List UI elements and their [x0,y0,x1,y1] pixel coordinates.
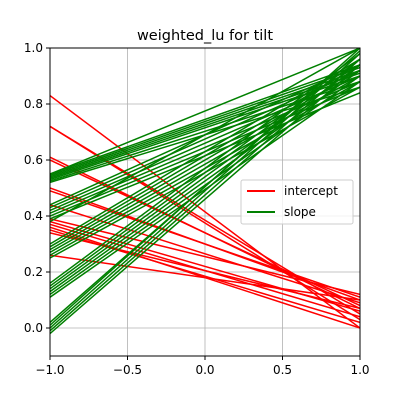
y-tick-label-1: 0.2 [24,265,43,279]
y-tick-label-0: 0.0 [24,321,43,335]
slope-line-20 [50,69,360,293]
legend-label-intercept: intercept [284,184,338,198]
x-tick-label-2: 0.0 [195,363,214,377]
slope-line-26 [50,58,360,332]
x-tick-label-0: −1.0 [35,363,64,377]
slope-line-4 [50,64,360,175]
intercept-line-6 [50,190,360,298]
slope-line-19 [50,75,360,296]
legend-entries: intercept slope [247,184,338,219]
slope-line-24 [50,80,360,298]
slope-line-27 [50,53,360,329]
intercept-line-14 [50,254,360,301]
x-tick-label-3: 0.5 [273,363,292,377]
series-slope [50,48,360,335]
slope-line-31 [50,48,360,223]
slope-line-23 [50,52,360,284]
chart-title: weighted_lu for tilt [137,28,273,44]
y-tick-label-4: 0.8 [24,97,43,111]
intercept-line-8 [50,218,360,296]
intercept-line-0 [50,94,360,329]
slope-line-21 [50,64,360,290]
y-tick-label-3: 0.6 [24,153,43,167]
slope-line-25 [50,64,360,335]
y-tick-label-5: 1.0 [24,41,43,55]
slope-line-17 [50,58,360,245]
legend: intercept slope [240,179,354,225]
x-tick-label-1: −0.5 [113,363,142,377]
series-lines [50,48,360,335]
slope-line-30 [50,48,360,175]
slope-line-29 [50,50,360,323]
legend-label-slope: slope [284,205,316,219]
y-tick-label-2: 0.4 [24,209,43,223]
x-tick-label-4: 1.0 [350,363,369,377]
plot-area [50,48,360,335]
axis-ticks: −1.0 −0.5 0.0 0.5 1.0 0.0 0.2 0.4 0.6 0.8 1.0 [24,41,370,377]
slope-line-3 [50,66,360,177]
intercept-line-7 [50,204,360,304]
